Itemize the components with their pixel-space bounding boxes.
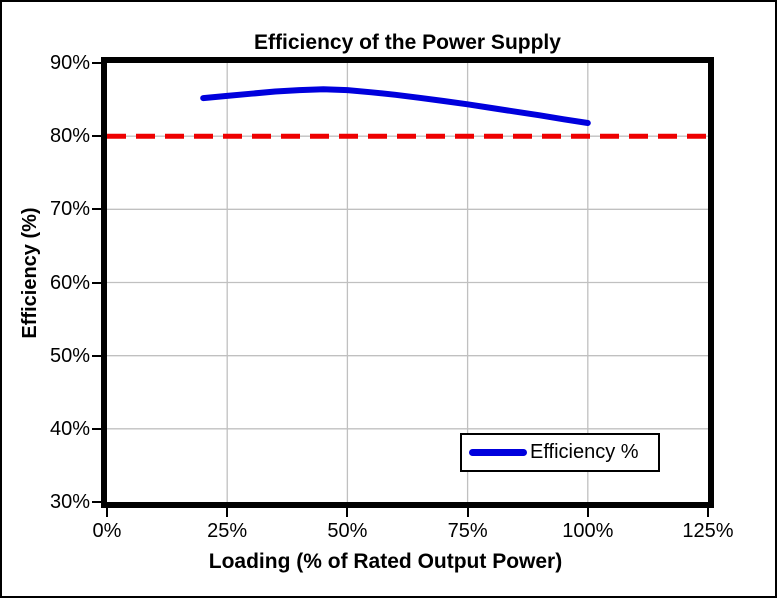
x-axis-tick-mark — [707, 508, 709, 517]
x-axis-tick-label: 75% — [447, 520, 488, 542]
legend: Efficiency % — [460, 433, 660, 472]
chart-title: Efficiency of the Power Supply — [254, 31, 561, 54]
y-axis-tick-mark — [92, 281, 101, 284]
y-axis-tick-label: 60% — [49, 271, 90, 294]
y-axis-tick-mark — [92, 208, 101, 211]
y-axis-tick-label: 30% — [49, 491, 90, 513]
y-axis-tick-mark — [92, 354, 101, 357]
x-axis-tick-mark — [346, 508, 349, 517]
x-axis-tick-mark — [226, 508, 229, 517]
plot-area-border — [101, 57, 714, 508]
plot-area-svg — [107, 63, 708, 502]
x-axis-title: Loading (% of Rated Output Power) — [208, 550, 563, 573]
y-axis-tick-mark — [92, 135, 101, 138]
legend-line-swatch-icon — [469, 449, 527, 456]
y-axis-tick-label: 70% — [49, 198, 90, 221]
x-axis-tick-mark — [586, 508, 589, 517]
efficiency-series-line — [200, 86, 591, 126]
y-axis-tick-mark — [92, 427, 101, 430]
y-axis-tick-label: 90% — [49, 52, 90, 74]
y-axis-tick-mark — [92, 62, 101, 64]
x-axis-tick-label: 25% — [207, 520, 248, 542]
x-axis-tick-label: 0% — [92, 520, 122, 542]
x-axis-tick-label: 125% — [682, 520, 734, 542]
y-axis-title: Efficiency (%) — [19, 207, 41, 339]
x-axis-tick-label: 50% — [327, 520, 368, 542]
x-axis-tick-mark — [466, 508, 469, 517]
y-axis-tick-mark — [92, 501, 101, 503]
y-axis-tick-label: 40% — [49, 417, 90, 440]
x-axis-tick-mark — [106, 508, 108, 517]
x-axis-tick-label: 100% — [562, 520, 614, 542]
legend-label: Efficiency % — [530, 441, 639, 463]
y-axis-tick-label: 50% — [49, 344, 90, 367]
y-axis-tick-label: 80% — [49, 125, 90, 148]
